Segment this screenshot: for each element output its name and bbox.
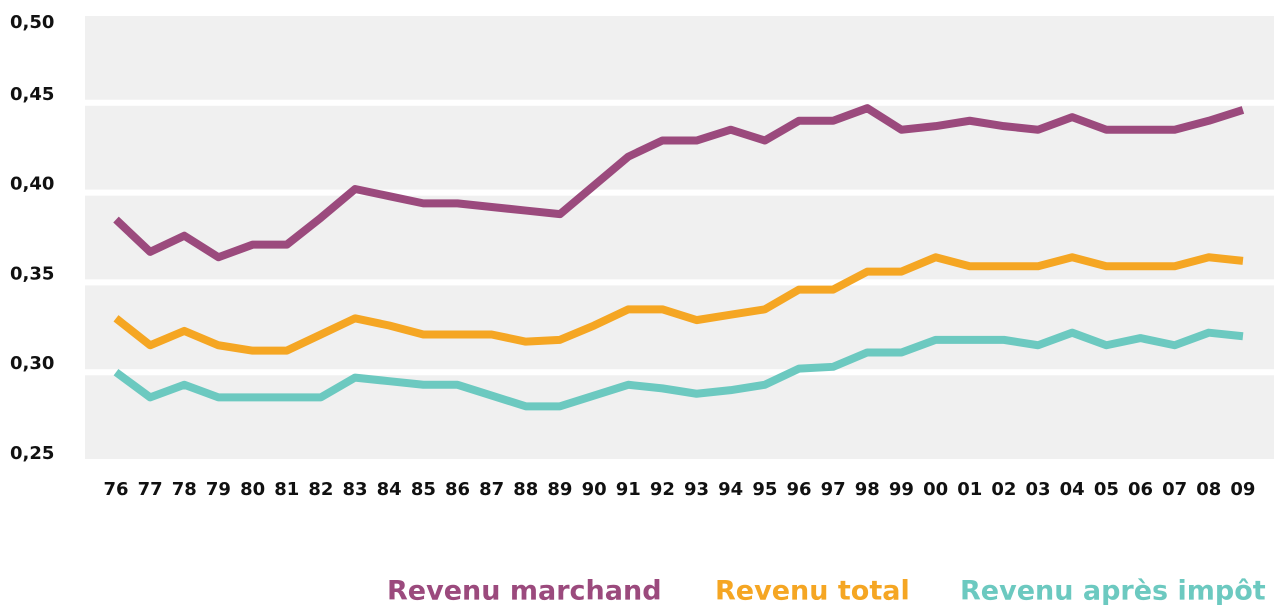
x-tick-label: 00 — [923, 479, 948, 500]
x-tick-label: 07 — [1162, 479, 1187, 500]
x-tick-label: 83 — [343, 479, 368, 500]
y-tick-label: 0,25 — [10, 443, 54, 464]
x-tick-label: 92 — [650, 479, 675, 500]
x-tick-label: 95 — [752, 479, 777, 500]
x-tick-label: 89 — [547, 479, 572, 500]
x-tick-label: 88 — [513, 479, 538, 500]
x-tick-label: 84 — [377, 479, 402, 500]
x-tick-label: 86 — [445, 479, 470, 500]
y-tick-label: 0,30 — [10, 353, 54, 374]
y-tick-label: 0,50 — [10, 12, 54, 33]
x-tick-label: 76 — [103, 479, 128, 500]
x-tick-label: 08 — [1196, 479, 1221, 500]
x-tick-label: 09 — [1230, 479, 1255, 500]
x-tick-label: 79 — [206, 479, 231, 500]
x-tick-label: 90 — [582, 479, 607, 500]
x-tick-label: 87 — [479, 479, 504, 500]
y-tick-label: 0,35 — [10, 263, 54, 284]
legend-label: Revenu total — [715, 576, 910, 607]
x-tick-label: 98 — [855, 479, 880, 500]
x-tick-label: 02 — [991, 479, 1016, 500]
x-tick-label: 91 — [616, 479, 641, 500]
x-tick-label: 03 — [1026, 479, 1051, 500]
legend-label: Revenu marchand — [387, 576, 662, 607]
series-line — [113, 253, 1244, 355]
series-line — [113, 104, 1245, 262]
y-tick-label: 0,45 — [10, 84, 54, 105]
x-tick-label: 80 — [240, 479, 265, 500]
x-tick-label: 04 — [1060, 479, 1085, 500]
x-tick-label: 05 — [1094, 479, 1119, 500]
y-tick-label: 0,40 — [10, 174, 54, 195]
x-tick-label: 85 — [411, 479, 436, 500]
x-tick-label: 93 — [684, 479, 709, 500]
series-line — [113, 328, 1244, 411]
x-tick-label: 81 — [274, 479, 299, 500]
x-tick-label: 99 — [889, 479, 914, 500]
x-tick-label: 77 — [138, 479, 163, 500]
x-tick-label: 78 — [172, 479, 197, 500]
x-tick-label: 82 — [308, 479, 333, 500]
x-tick-label: 96 — [786, 479, 811, 500]
x-tick-label: 06 — [1128, 479, 1153, 500]
x-tick-label: 94 — [718, 479, 743, 500]
legend-label: Revenu après impôt — [960, 576, 1266, 607]
x-tick-label: 01 — [957, 479, 982, 500]
x-tick-label: 97 — [821, 479, 846, 500]
